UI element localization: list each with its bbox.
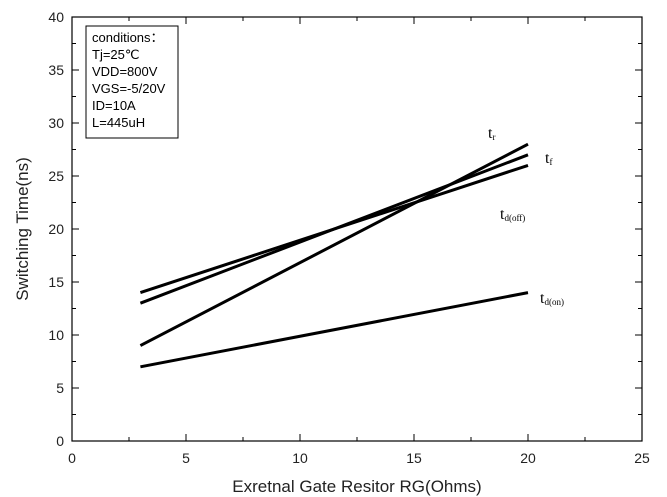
x-tick-label: 15 [406, 450, 422, 466]
conditions-line: L=445uH [92, 115, 145, 130]
y-tick-label: 15 [48, 274, 64, 290]
series-lines [139, 142, 529, 369]
y-tick-label: 25 [48, 168, 64, 184]
y-tick-label: 20 [48, 221, 64, 237]
axes: 0 5 10 15 20 25 0 5 10 15 20 25 30 35 40 [48, 9, 650, 466]
y-tick-label: 40 [48, 9, 64, 25]
x-axis-title: Exretnal Gate Resitor RG(Ohms) [232, 477, 481, 496]
conditions-line: ID=10A [92, 98, 136, 113]
y-tick-label: 10 [48, 327, 64, 343]
y-tick-label: 5 [56, 380, 64, 396]
y-tick-label: 35 [48, 62, 64, 78]
series-labels: tr tf td(off) td(on) [488, 125, 564, 307]
conditions-box: conditions： Tj=25℃ VDD=800V VGS=-5/20V ID=10… [85, 25, 179, 139]
series-label-t-d-on-: td(on) [540, 290, 564, 307]
series-label-t-f: tf [545, 150, 552, 167]
conditions-line: VDD=800V [92, 64, 158, 79]
y-tick-label: 30 [48, 115, 64, 131]
conditions-frame [85, 25, 179, 139]
conditions-line: VGS=-5/20V [92, 81, 166, 96]
series-line-t-d-off- [139, 163, 529, 295]
x-tick-label: 25 [634, 450, 650, 466]
conditions-title: conditions： [92, 30, 164, 45]
series-label-t-d-off-: td(off) [500, 206, 525, 223]
series-line-t-r [139, 142, 529, 347]
x-tick-label: 10 [292, 450, 308, 466]
y-tick-label: 0 [56, 433, 64, 449]
x-tick-label: 5 [182, 450, 190, 466]
x-tick-label: 0 [68, 450, 76, 466]
x-tick-label: 20 [520, 450, 536, 466]
conditions-line: Tj=25℃ [92, 47, 139, 62]
series-line-t-d-on- [140, 291, 529, 369]
y-axis-title: Switching Time(ns) [13, 157, 32, 301]
series-label-t-r: tr [488, 125, 495, 142]
